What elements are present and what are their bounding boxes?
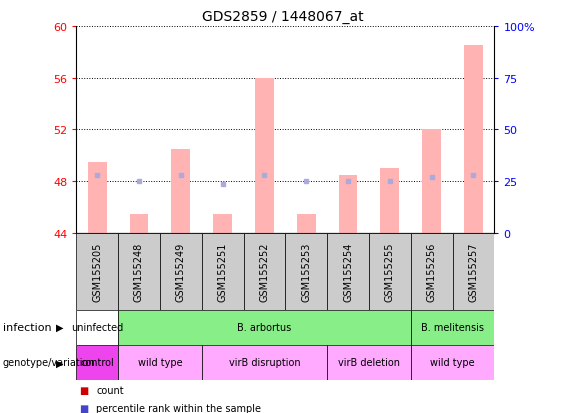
Bar	[422, 130, 441, 233]
Bar	[129, 214, 149, 233]
Bar	[171, 150, 190, 233]
Bar	[327, 233, 369, 310]
Bar	[380, 169, 399, 233]
Bar	[76, 310, 118, 345]
Text: virB deletion: virB deletion	[338, 357, 400, 368]
Bar	[369, 233, 411, 310]
Text: GSM155252: GSM155252	[259, 242, 270, 301]
Bar	[244, 233, 285, 310]
Bar	[411, 233, 453, 310]
Text: GSM155253: GSM155253	[301, 242, 311, 301]
Bar	[213, 214, 232, 233]
Bar	[411, 310, 494, 345]
Bar	[255, 78, 274, 233]
Text: GSM155254: GSM155254	[343, 242, 353, 301]
Text: B. melitensis: B. melitensis	[421, 322, 484, 332]
Text: ▶: ▶	[55, 357, 63, 368]
Text: control: control	[80, 357, 114, 368]
Bar	[76, 345, 118, 380]
Text: GSM155257: GSM155257	[468, 242, 479, 301]
Bar	[453, 233, 494, 310]
Text: percentile rank within the sample: percentile rank within the sample	[96, 403, 261, 413]
Text: genotype/variation: genotype/variation	[3, 357, 95, 368]
Bar	[202, 233, 244, 310]
Text: virB disruption: virB disruption	[229, 357, 300, 368]
Bar	[202, 345, 327, 380]
Bar	[118, 345, 202, 380]
Bar	[297, 214, 316, 233]
Text: infection: infection	[3, 322, 51, 332]
Text: B. arbortus: B. arbortus	[237, 322, 292, 332]
Bar	[88, 162, 107, 233]
Bar	[327, 345, 411, 380]
Bar	[118, 233, 160, 310]
Text: count: count	[96, 385, 124, 395]
Text: uninfected: uninfected	[71, 322, 123, 332]
Bar	[411, 345, 494, 380]
Text: ▶: ▶	[55, 322, 63, 332]
Text: GSM155249: GSM155249	[176, 242, 186, 301]
Text: ■: ■	[79, 385, 88, 395]
Bar	[464, 46, 483, 233]
Text: GSM155256: GSM155256	[427, 242, 437, 301]
Text: GSM155205: GSM155205	[92, 242, 102, 301]
Bar	[338, 175, 358, 233]
Text: wild type: wild type	[431, 357, 475, 368]
Text: GSM155255: GSM155255	[385, 242, 395, 301]
Bar	[76, 233, 118, 310]
Bar	[285, 233, 327, 310]
Text: GSM155251: GSM155251	[218, 242, 228, 301]
Text: GDS2859 / 1448067_at: GDS2859 / 1448067_at	[202, 10, 363, 24]
Bar	[160, 233, 202, 310]
Text: ■: ■	[79, 403, 88, 413]
Text: wild type: wild type	[138, 357, 182, 368]
Text: GSM155248: GSM155248	[134, 242, 144, 301]
Bar	[118, 310, 411, 345]
